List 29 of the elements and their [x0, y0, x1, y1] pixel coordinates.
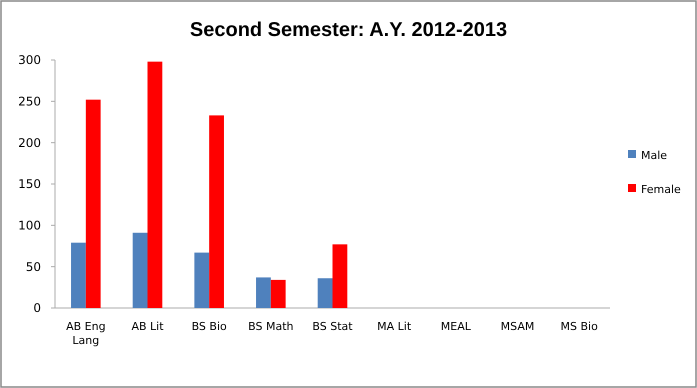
legend-label: Female	[641, 182, 682, 196]
y-tick-label: 250	[18, 94, 41, 109]
bar	[318, 278, 332, 308]
bar	[148, 62, 162, 308]
x-tick-label: AB Eng Lang	[66, 320, 106, 347]
bar	[209, 115, 224, 308]
chart-title: Second Semester: A.Y. 2012-2013	[190, 19, 508, 41]
x-tick-label: MEAL	[440, 320, 472, 333]
x-tick-label: BS Stat	[312, 320, 354, 333]
x-tick-label: BS Bio	[192, 320, 228, 333]
x-tick-label: MS Bio	[560, 320, 598, 333]
y-tick-label: 100	[18, 218, 41, 233]
y-tick-label: 0	[33, 301, 41, 316]
bar	[86, 100, 101, 308]
bar	[332, 244, 348, 308]
bar	[194, 252, 210, 308]
x-tick-label: MA Lit	[377, 320, 412, 333]
y-tick-label: 300	[18, 53, 41, 68]
legend-label: Male	[641, 148, 668, 162]
bar	[256, 277, 271, 308]
bar	[132, 232, 148, 308]
bar	[270, 280, 286, 308]
y-tick-label: 200	[18, 136, 41, 150]
y-tick-label: 150	[18, 177, 41, 192]
x-tick-label: MSAM	[500, 320, 534, 333]
x-tick-label: BS Math	[248, 320, 294, 333]
x-tick-label: AB Lit	[131, 320, 164, 333]
bar	[71, 242, 86, 308]
y-tick-label: 50	[26, 260, 41, 274]
